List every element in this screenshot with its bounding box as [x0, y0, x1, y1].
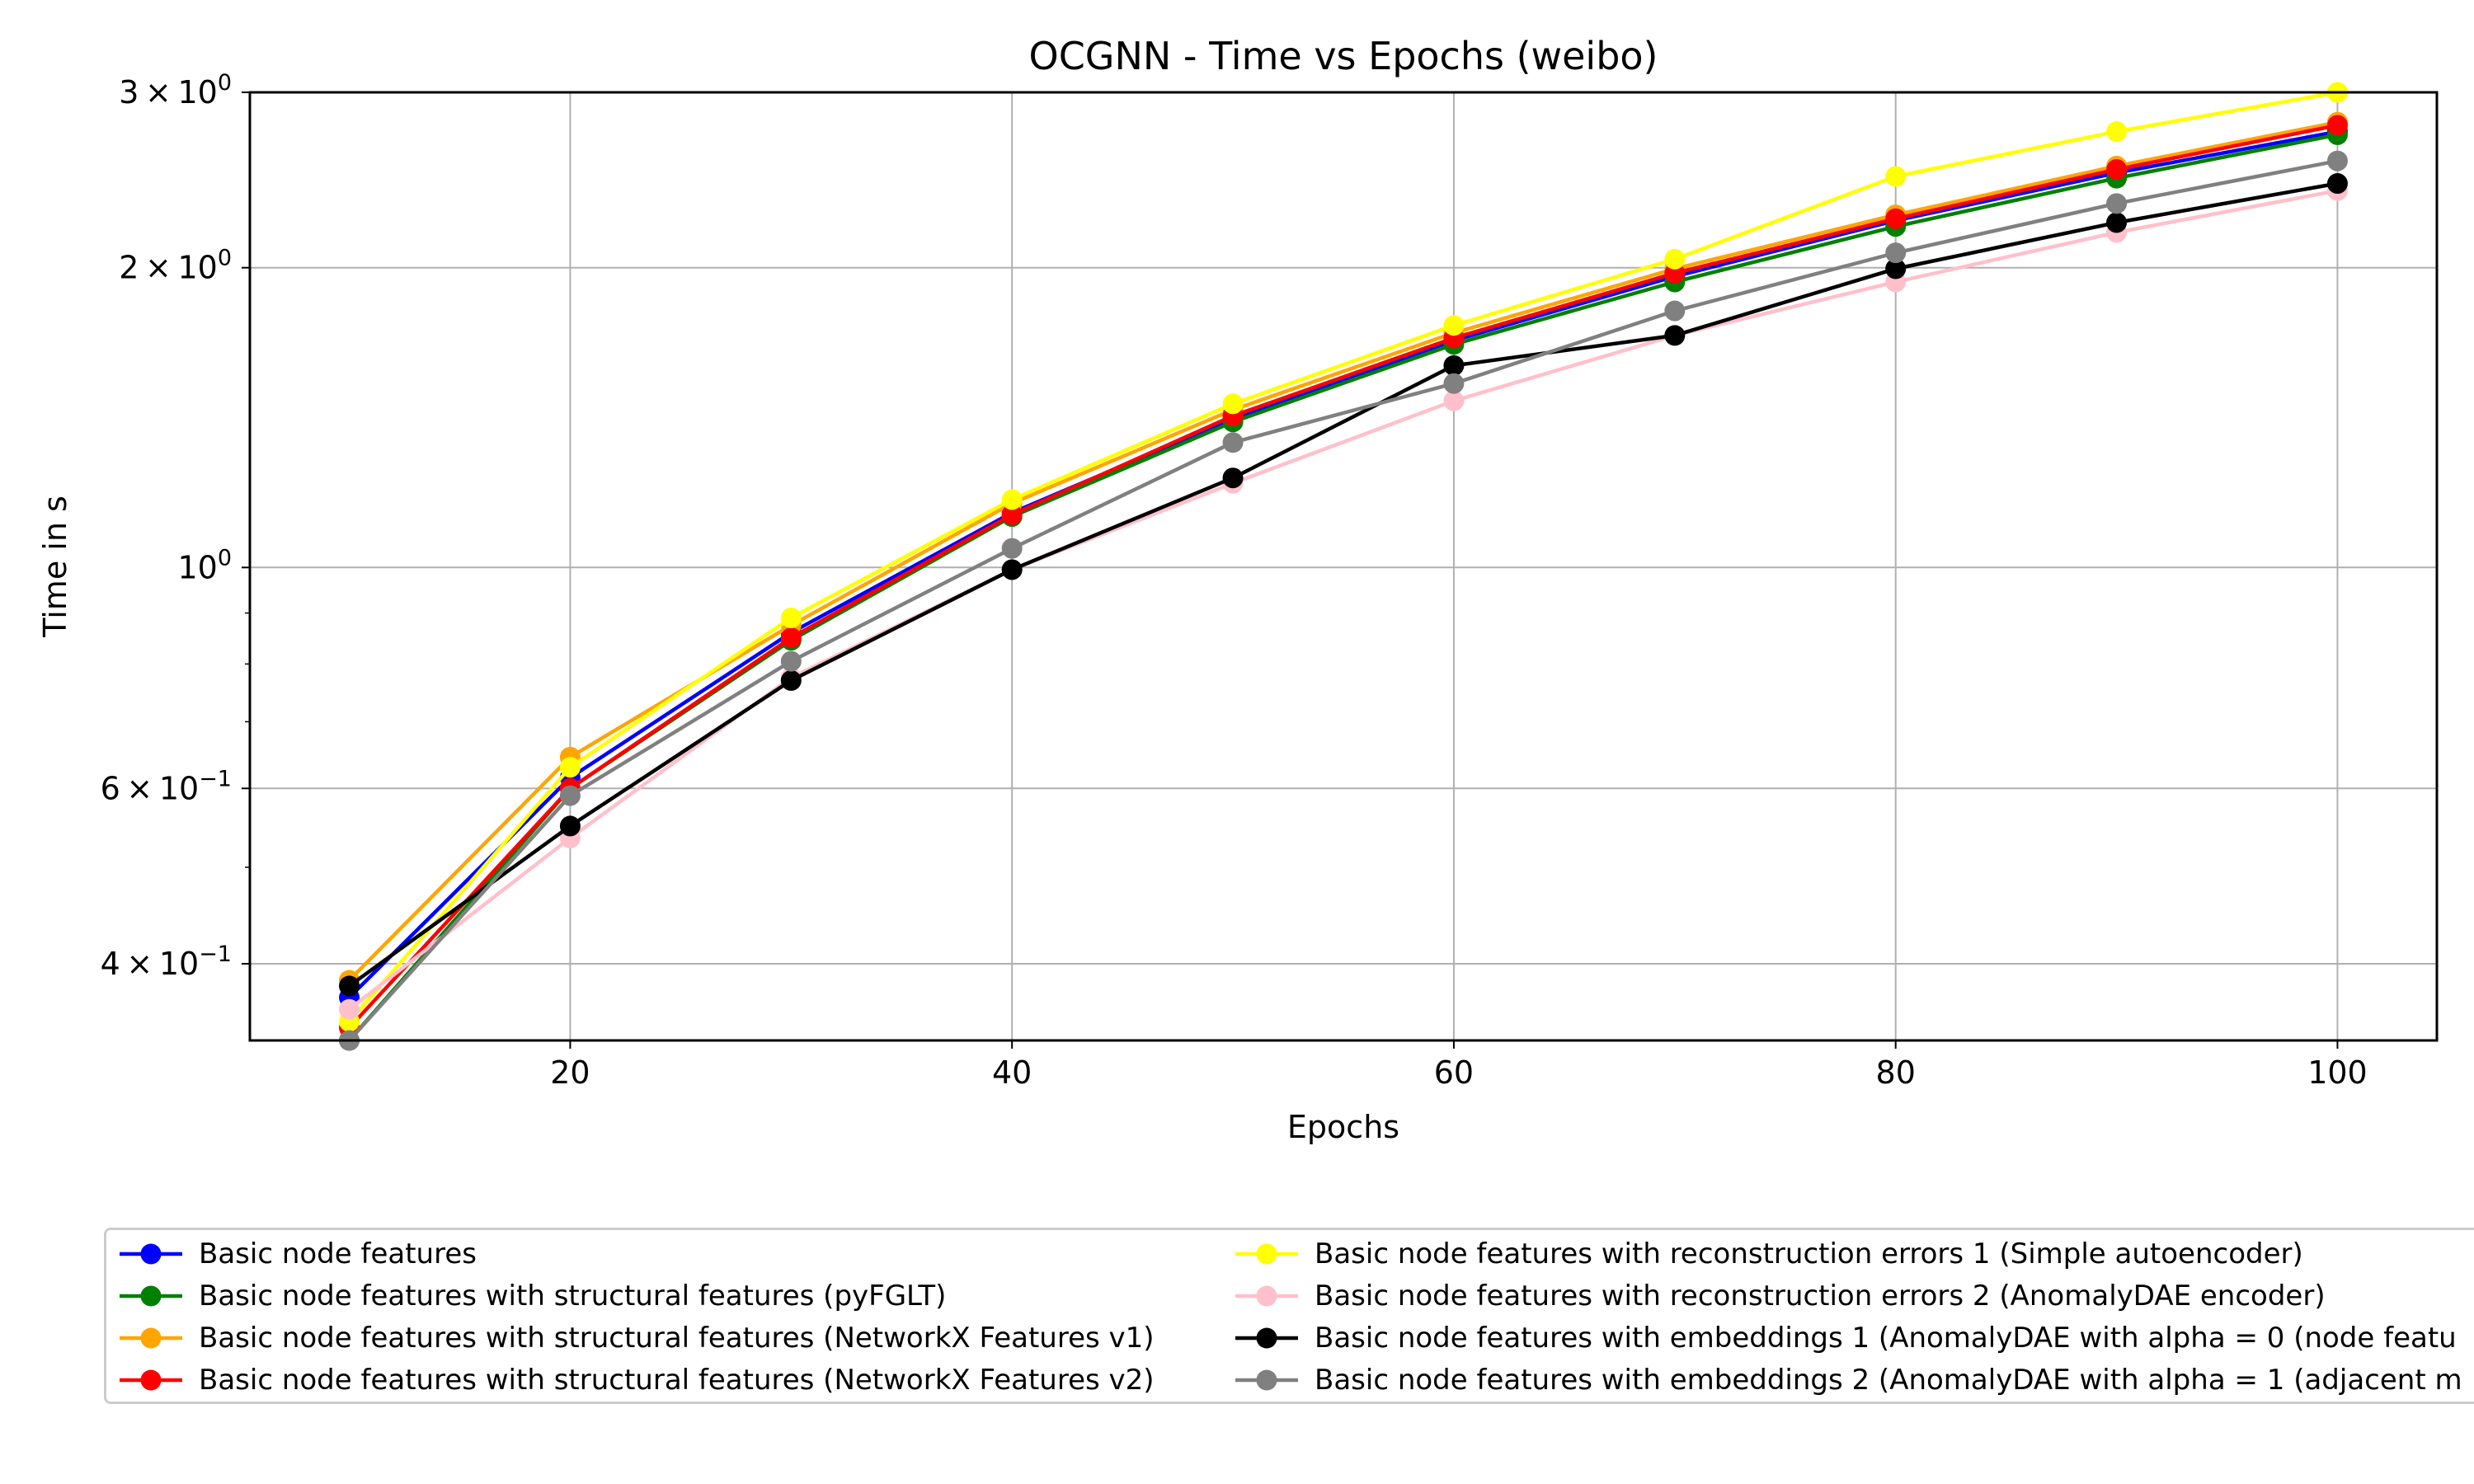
series-point	[1443, 373, 1465, 394]
legend-swatch	[1235, 1327, 1298, 1349]
legend-swatch	[1235, 1243, 1298, 1265]
y-axis-label: Time in s	[37, 495, 73, 638]
series-line	[348, 181, 2338, 988]
series-line	[347, 129, 2338, 999]
x-tick-label: 20	[550, 1054, 590, 1091]
legend-swatch	[120, 1243, 182, 1265]
y-tick-label: 6 × 10−1	[101, 766, 232, 806]
legend-item: Basic node features with embeddings 1 (A…	[1232, 1317, 2457, 1359]
series-point	[1222, 393, 1244, 415]
x-axis-ticks: 20 40 60 80 100	[550, 1040, 2368, 1091]
x-tick-label: 40	[992, 1054, 1032, 1091]
legend-label: Basic node features with structural feat…	[199, 1322, 1155, 1355]
y-tick-label: 2 × 100	[119, 246, 232, 286]
plot-background	[250, 92, 2437, 1040]
legend-item: Basic node features with structural feat…	[116, 1275, 946, 1317]
legend-item: Basic node features with embeddings 2 (A…	[1232, 1360, 2462, 1401]
series-point	[1001, 504, 1023, 525]
series-point	[780, 607, 802, 628]
x-tick-label: 80	[1876, 1054, 1916, 1091]
legend-swatch	[1235, 1285, 1298, 1307]
series-point	[2326, 173, 2348, 195]
series-point	[1664, 300, 1686, 322]
series-point	[559, 757, 581, 778]
series-line	[347, 90, 2338, 1023]
legend-item: Basic node features with structural feat…	[116, 1360, 1155, 1401]
series-point	[1001, 538, 1023, 559]
series-point	[1664, 325, 1686, 346]
series-line	[347, 123, 2338, 1030]
legend-label: Basic node features	[199, 1237, 477, 1270]
x-tick-label: 60	[1434, 1054, 1474, 1091]
series-point	[1664, 248, 1686, 270]
legend-label: Basic node features with structural feat…	[199, 1364, 1155, 1397]
series-point	[1443, 355, 1465, 376]
plot-frame	[248, 91, 2439, 1042]
legend-item: Basic node features with structural feat…	[116, 1317, 1155, 1359]
legend-label: Basic node features with embeddings 1 (A…	[1315, 1322, 2457, 1355]
series-point	[1222, 432, 1244, 453]
series-point	[780, 650, 802, 672]
series-point	[1222, 467, 1244, 489]
legend-label: Basic node features with embeddings 2 (A…	[1315, 1364, 2462, 1397]
series-point	[1001, 559, 1023, 580]
series-point	[2326, 115, 2348, 136]
x-tick-label: 100	[2307, 1054, 2368, 1091]
series-point	[1885, 166, 1907, 187]
legend-label: Basic node features with reconstruction …	[1315, 1280, 2326, 1313]
series-7	[339, 173, 2348, 997]
series-point	[780, 669, 802, 691]
series-point	[1885, 258, 1907, 279]
series-point	[1001, 489, 1023, 510]
legend-item: Basic node features	[116, 1233, 477, 1275]
series-point	[1885, 242, 1907, 264]
series-point	[1443, 390, 1465, 411]
y-tick-label: 100	[177, 545, 232, 585]
series-5	[339, 82, 2348, 1032]
series-point	[2106, 193, 2128, 214]
legend-swatch	[120, 1285, 182, 1307]
series-point	[2326, 150, 2348, 171]
series-point	[339, 998, 360, 1020]
series-point	[2106, 212, 2128, 233]
series-point	[2106, 121, 2128, 143]
series-point	[1443, 315, 1465, 336]
y-tick-label: 3 × 100	[119, 70, 232, 110]
series-point	[780, 627, 802, 649]
series-point	[2106, 159, 2128, 181]
legend: Basic node features Basic node features w…	[104, 1228, 2474, 1404]
series-point	[1885, 208, 1907, 229]
series-line	[348, 188, 2338, 1011]
series-line	[347, 158, 2338, 1042]
legend-swatch	[120, 1369, 182, 1391]
legend-swatch	[1235, 1369, 1298, 1391]
chart-title: OCGNN - Time vs Epochs (weibo)	[1028, 34, 1658, 78]
x-axis-label: Epochs	[1287, 1109, 1399, 1145]
series-point	[559, 785, 581, 806]
series-point	[339, 975, 360, 997]
y-tick-label: 4 × 10−1	[101, 942, 232, 982]
legend-swatch	[120, 1327, 182, 1349]
series-point	[559, 815, 581, 837]
legend-label: Basic node features with reconstruction …	[1315, 1237, 2303, 1270]
y-axis-ticks: 4 × 10−1 6 × 10−1 100 2 × 100 3 × 100	[101, 70, 250, 982]
legend-item: Basic node features with reconstruction …	[1232, 1233, 2303, 1275]
legend-label: Basic node features with structural feat…	[199, 1280, 947, 1313]
legend-item: Basic node features with reconstruction …	[1232, 1275, 2326, 1317]
